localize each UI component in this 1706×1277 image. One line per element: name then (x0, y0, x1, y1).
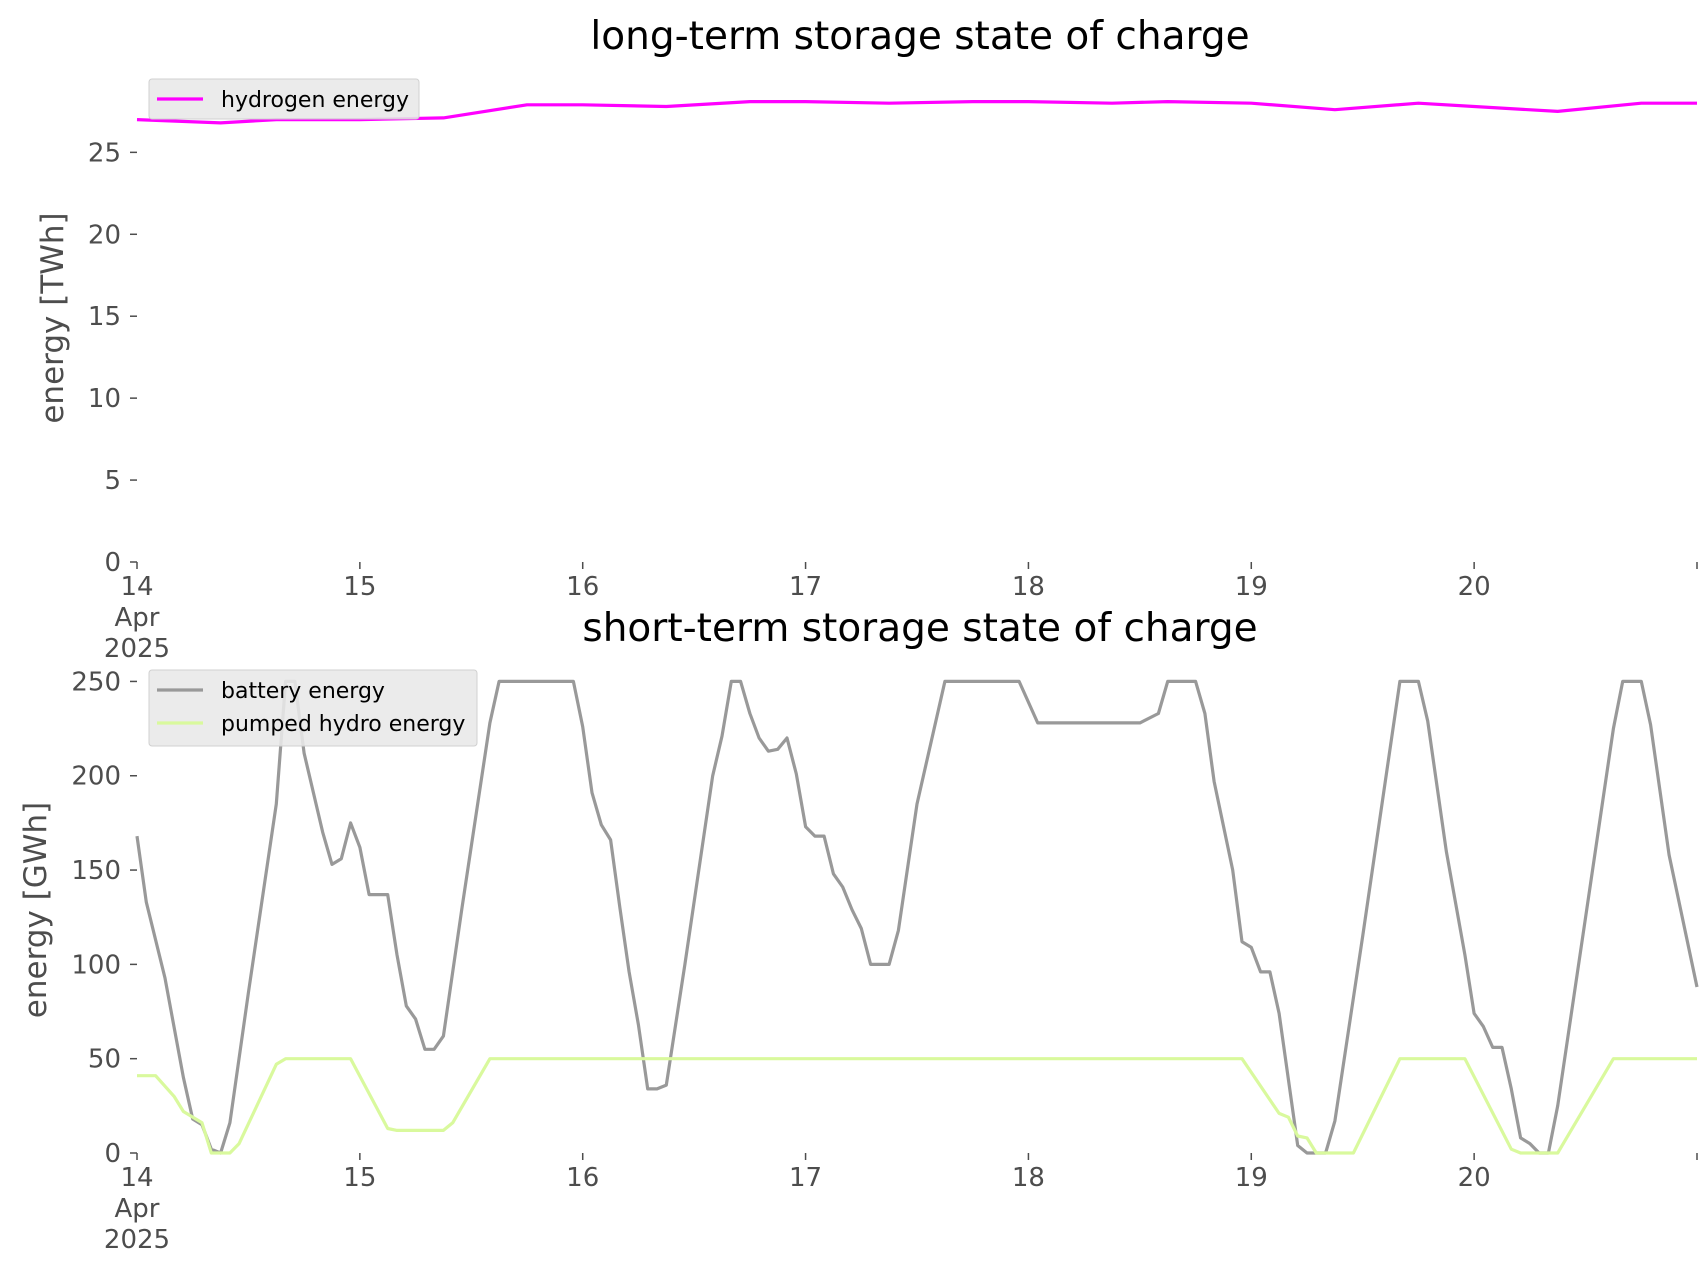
axis-ticks: 0 5 10 15 20 25 14 Apr 2025 15 16 17 18 19 20 (88, 138, 1698, 664)
y-tick-label: 0 (104, 548, 121, 578)
y-tick-label: 20 (88, 220, 121, 250)
legend-box (148, 78, 420, 120)
legend: hydrogen energy (148, 78, 420, 120)
plot-lines (135, 679, 1699, 1155)
x-tick-label: 18 (1012, 572, 1045, 602)
legend-label: hydrogen energy (221, 88, 409, 113)
y-tick-label: 100 (71, 950, 121, 980)
y-tick-label: 10 (88, 384, 121, 414)
series-line-0 (135, 679, 1699, 1155)
short-term-chart: short-term storage state of charge energ… (18, 606, 1699, 1255)
series-line-1 (137, 1057, 1697, 1155)
x-tick-label: 16 (566, 572, 599, 602)
y-tick-label: 250 (71, 667, 121, 697)
x-tick-label: 19 (1235, 1163, 1268, 1193)
x-tick-label: 17 (789, 1163, 822, 1193)
y-axis-label: energy [GWh] (18, 802, 54, 1018)
y-axis-label: energy [TWh] (35, 212, 71, 423)
legend: battery energy pumped hydro energy (148, 669, 478, 747)
axis-ticks: 0 50 100 150 200 250 14 Apr 2025 15 16 17 18 19 20 (71, 667, 1698, 1255)
y-tick-label: 5 (104, 466, 121, 496)
x-tick-label: 17 (789, 572, 822, 602)
y-tick-label: 200 (71, 762, 121, 792)
x-tick-label: 18 (1012, 1163, 1045, 1193)
legend-label: battery energy (221, 679, 385, 704)
legend-box (148, 669, 478, 747)
x-tick-label: 15 (343, 572, 376, 602)
long-term-chart: long-term storage state of charge energy… (35, 14, 1698, 664)
y-tick-label: 150 (71, 856, 121, 886)
x-tick-label: 15 (343, 1163, 376, 1193)
y-tick-label: 15 (88, 302, 121, 332)
chart-title: long-term storage state of charge (590, 14, 1249, 59)
x-tick-label: 14 Apr 2025 (104, 572, 170, 664)
chart-title: short-term storage state of charge (582, 606, 1257, 651)
x-tick-label: 20 (1458, 1163, 1491, 1193)
legend-label: pumped hydro energy (221, 712, 465, 737)
y-tick-label: 0 (104, 1139, 121, 1169)
x-tick-label: 19 (1235, 572, 1268, 602)
x-tick-label: 16 (566, 1163, 599, 1193)
x-tick-label: 14 Apr 2025 (104, 1163, 170, 1255)
y-tick-label: 50 (88, 1045, 121, 1075)
y-tick-label: 25 (88, 138, 121, 168)
x-tick-label: 20 (1458, 572, 1491, 602)
